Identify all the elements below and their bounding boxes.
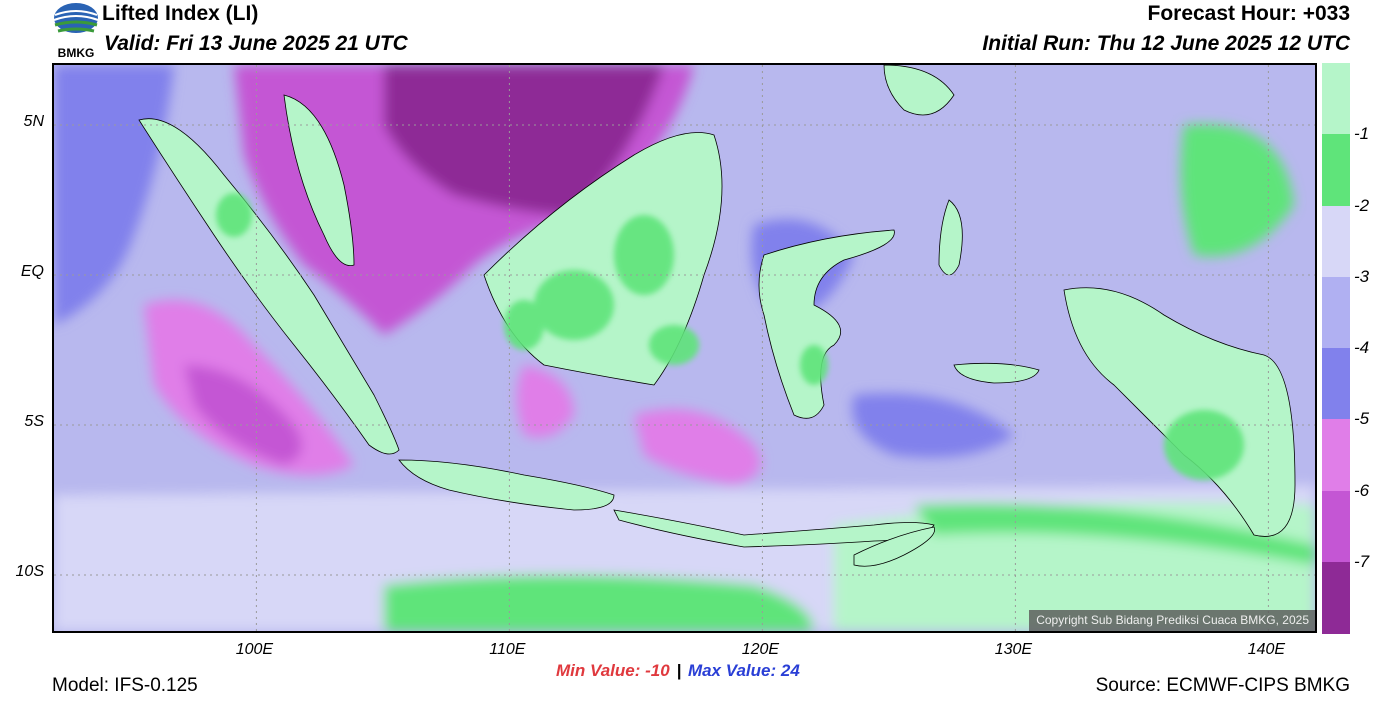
longitude-label-110e: 110E [489,641,526,658]
island-malay-peninsula [283,94,355,267]
latitude-label-5n: 5N [23,113,44,130]
colorbar-label: -5 [1354,409,1370,429]
colorbar-segment [1322,348,1350,420]
chart-title: Lifted Index (LI) [102,2,259,25]
colorbar-label: -6 [1354,480,1370,500]
colorbar-label: -7 [1354,551,1370,571]
forecast-hour: Forecast Hour: +033 [1147,2,1351,25]
logo-text: BMKG [58,46,95,60]
copyright-notice: Copyright Sub Bidang Prediksi Cuaca BMKG… [1029,610,1315,631]
latitude-label-5s: 5S [24,413,44,430]
colorbar-label: -2 [1354,195,1370,215]
latitude-label-eq: EQ [20,263,44,280]
valid-time: Valid: Fri 13 June 2025 21 UTC [104,32,408,55]
max-value-number: 24 [780,661,800,680]
graticule [54,65,1315,631]
island-lesser-sunda [613,509,935,548]
colorbar-label: -4 [1354,338,1370,357]
bmkg-logo-icon: BMKG [52,1,100,61]
colorbar-segment [1322,276,1350,349]
min-max-values: Min Value: -10 | Max Value: 24 [556,661,800,681]
lifted-index-map: Copyright Sub Bidang Prediksi Cuaca BMKG… [52,63,1317,633]
min-value-number: -10 [645,661,670,680]
island-timor [853,526,936,567]
max-value: Max Value: 24 [688,661,800,680]
island-seram [953,362,1040,384]
colorbar-segment [1322,561,1350,634]
colorbar-label: -1 [1354,124,1370,144]
min-value: Min Value: -10 [556,661,670,680]
longitude-label-140e: 140E [1247,641,1286,658]
min-value-label: Min Value: [556,661,641,680]
model-label: Model: IFS-0.125 [52,675,198,696]
map-canvas [54,65,1315,631]
colorbar-segment [1322,419,1350,491]
longitude-label-120e: 120E [741,641,780,658]
island-papua [1063,287,1296,537]
max-value-label: Max Value: [687,661,777,680]
source-label: Source: ECMWF-CIPS BMKG [1095,675,1350,696]
colorbar-segment [1322,205,1350,278]
longitude-label-100e: 100E [235,641,274,658]
min-max-separator: | [676,661,682,680]
colorbar-segment [1322,134,1350,206]
colorbar-segment [1322,490,1350,563]
island-mindanao [883,65,955,116]
colorbar-segment [1322,63,1350,135]
latitude-label-10s: 10S [15,563,44,580]
colorbar-label: -3 [1354,266,1370,286]
island-sulawesi [758,229,895,419]
island-java [398,459,615,511]
landmass-layer [138,65,1296,567]
colorbar [1322,63,1350,634]
initial-run: Initial Run: Thu 12 June 2025 12 UTC [982,32,1350,55]
longitude-label-130e: 130E [994,641,1033,658]
land-instability-highlights [216,193,1244,480]
